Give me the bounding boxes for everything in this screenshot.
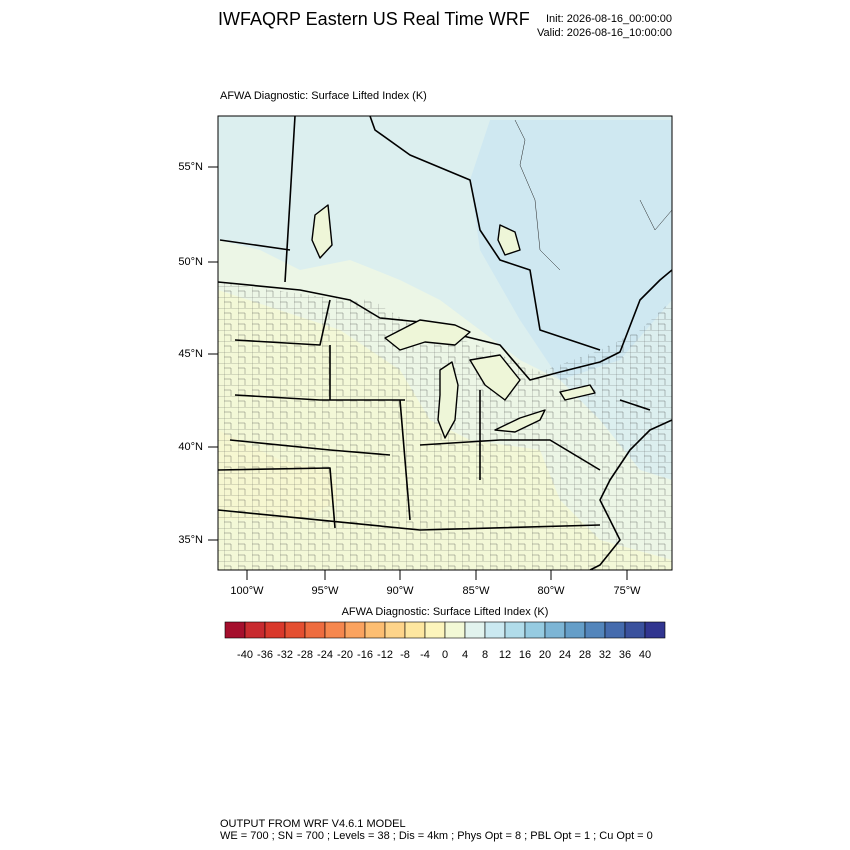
colorbar-label: 24 xyxy=(559,649,571,661)
colorbar-box xyxy=(504,621,526,639)
lake-erie xyxy=(494,409,546,433)
colorbar-box xyxy=(624,621,646,639)
lake-huron xyxy=(469,354,521,401)
atlantic-coast xyxy=(589,419,672,570)
lon-label: 80°W xyxy=(537,585,565,597)
colorbar: -40 -36 -32 -28 -24 -20 -16 -12 -8 -4 0 4 8 12 16 20 24 2… xyxy=(224,621,666,661)
colorbar-box xyxy=(584,621,606,639)
colorbar-box xyxy=(464,621,486,639)
lat-label: 45°N xyxy=(178,348,203,360)
colorbar-box xyxy=(404,621,426,639)
colorbar-box xyxy=(424,621,446,639)
footer-line-2: WE = 700 ; SN = 700 ; Levels = 38 ; Dis … xyxy=(220,830,653,842)
coastline-north xyxy=(514,119,672,271)
lon-label: 100°W xyxy=(230,585,264,597)
map-subtitle: AFWA Diagnostic: Surface Lifted Index (K… xyxy=(220,90,427,102)
colorbar-box xyxy=(484,621,506,639)
colorbar-label: 20 xyxy=(539,649,551,661)
us-canada-border xyxy=(218,269,672,381)
field-cold-region xyxy=(470,120,672,380)
colorbar-box xyxy=(544,621,566,639)
province-borders xyxy=(219,116,601,351)
lat-label: 35°N xyxy=(178,534,203,546)
colorbar-box xyxy=(644,621,666,639)
colorbar-box xyxy=(244,621,266,639)
colorbar-label: 28 xyxy=(579,649,591,661)
lake-superior xyxy=(384,319,471,351)
init-time: Init: 2026-08-16_00:00:00 xyxy=(546,13,672,25)
colorbar-box xyxy=(324,621,346,639)
colorbar-label: 4 xyxy=(462,649,468,661)
lat-label: 40°N xyxy=(178,441,203,453)
colorbar-label: -12 xyxy=(377,649,393,661)
footer-line-1: OUTPUT FROM WRF V4.6.1 MODEL xyxy=(220,818,406,830)
colorbar-label: -32 xyxy=(277,649,293,661)
colorbar-box xyxy=(384,621,406,639)
colorbar-label: 36 xyxy=(619,649,631,661)
colorbar-label: -36 xyxy=(257,649,273,661)
colorbar-label: 32 xyxy=(599,649,611,661)
lake-ontario xyxy=(559,384,596,401)
colorbar-box xyxy=(264,621,286,639)
title: IWFAQRP Eastern US Real Time WRF xyxy=(218,9,530,29)
colorbar-box xyxy=(564,621,586,639)
lake-michigan xyxy=(437,361,459,439)
colorbar-label: 8 xyxy=(482,649,488,661)
colorbar-label: 12 xyxy=(499,649,511,661)
state-borders xyxy=(218,299,651,531)
colorbar-label: -8 xyxy=(400,649,410,661)
lat-label: 55°N xyxy=(178,161,203,173)
colorbar-label: -28 xyxy=(297,649,313,661)
colorbar-box xyxy=(364,621,386,639)
colorbar-box xyxy=(284,621,306,639)
lon-label: 75°W xyxy=(613,585,641,597)
colorbar-label: -40 xyxy=(237,649,253,661)
colorbar-label: -4 xyxy=(420,649,430,661)
map-field xyxy=(218,116,672,570)
plot-frame xyxy=(217,115,673,571)
lat-label: 50°N xyxy=(178,256,203,268)
valid-time: Valid: 2026-08-16_10:00:00 xyxy=(537,27,672,39)
colorbar-box xyxy=(344,621,366,639)
colorbar-label: -20 xyxy=(337,649,353,661)
lon-label: 85°W xyxy=(462,585,490,597)
colorbar-label: 0 xyxy=(442,649,448,661)
colorbar-box xyxy=(304,621,326,639)
lake-winnipeg xyxy=(311,204,333,259)
colorbar-label: -16 xyxy=(357,649,373,661)
colorbar-box xyxy=(224,621,246,639)
colorbar-title: AFWA Diagnostic: Surface Lifted Index (K… xyxy=(342,606,549,618)
james-bay-islands xyxy=(497,224,521,256)
colorbar-box xyxy=(444,621,466,639)
colorbar-box xyxy=(524,621,546,639)
lon-label: 95°W xyxy=(311,585,339,597)
colorbar-box xyxy=(604,621,626,639)
colorbar-label: 16 xyxy=(519,649,531,661)
colorbar-label: -24 xyxy=(317,649,333,661)
colorbar-label: 40 xyxy=(639,649,651,661)
lon-label: 90°W xyxy=(386,585,414,597)
